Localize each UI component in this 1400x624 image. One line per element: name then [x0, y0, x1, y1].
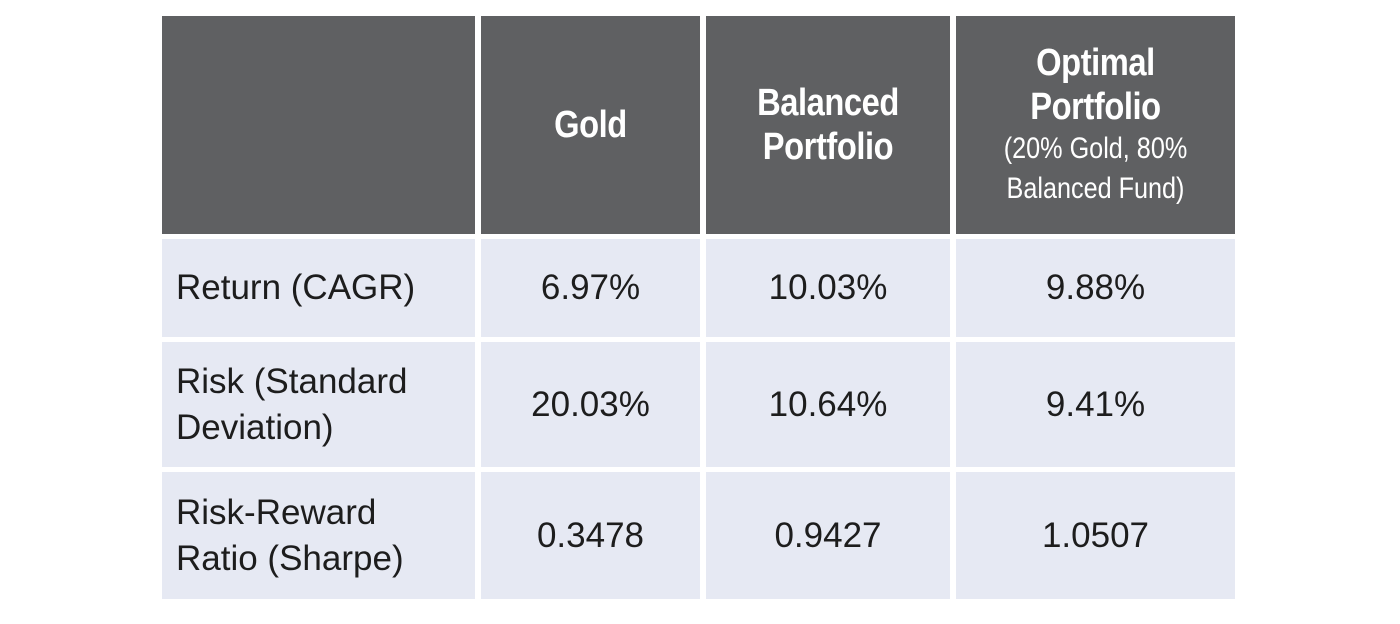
cell-value: 9.88%: [956, 239, 1235, 337]
header-cell-optimal-portfolio: Optimal Portfolio (20% Gold, 80% Balance…: [956, 16, 1235, 234]
header-title: Balanced Portfolio: [757, 82, 899, 168]
table-row: Risk (Standard Deviation) 20.03% 10.64% …: [162, 342, 1235, 467]
cell-value: 20.03%: [481, 342, 700, 467]
cell-value: 10.64%: [706, 342, 950, 467]
cell-value: 0.3478: [481, 472, 700, 599]
portfolio-comparison-table: Gold Balanced Portfolio Optimal Portfoli…: [156, 11, 1241, 604]
header-cell-balanced-portfolio: Balanced Portfolio: [706, 16, 950, 234]
header-title: Gold: [554, 104, 627, 146]
row-label: Risk (Standard Deviation): [162, 342, 475, 467]
cell-value: 0.9427: [706, 472, 950, 599]
cell-value: 6.97%: [481, 239, 700, 337]
header-subtitle: (20% Gold, 80% Balanced Fund): [1003, 132, 1188, 205]
row-label: Return (CAGR): [162, 239, 475, 337]
header-row: Gold Balanced Portfolio Optimal Portfoli…: [162, 16, 1235, 234]
header-title: Optimal Portfolio: [1030, 42, 1161, 128]
cell-value: 1.0507: [956, 472, 1235, 599]
cell-value: 9.41%: [956, 342, 1235, 467]
table-row: Risk-Reward Ratio (Sharpe) 0.3478 0.9427…: [162, 472, 1235, 599]
header-cell-gold: Gold: [481, 16, 700, 234]
row-label: Risk-Reward Ratio (Sharpe): [162, 472, 475, 599]
table-row: Return (CAGR) 6.97% 10.03% 9.88%: [162, 239, 1235, 337]
cell-value: 10.03%: [706, 239, 950, 337]
comparison-table-container: Gold Balanced Portfolio Optimal Portfoli…: [162, 16, 1235, 599]
header-cell-empty: [162, 16, 475, 234]
